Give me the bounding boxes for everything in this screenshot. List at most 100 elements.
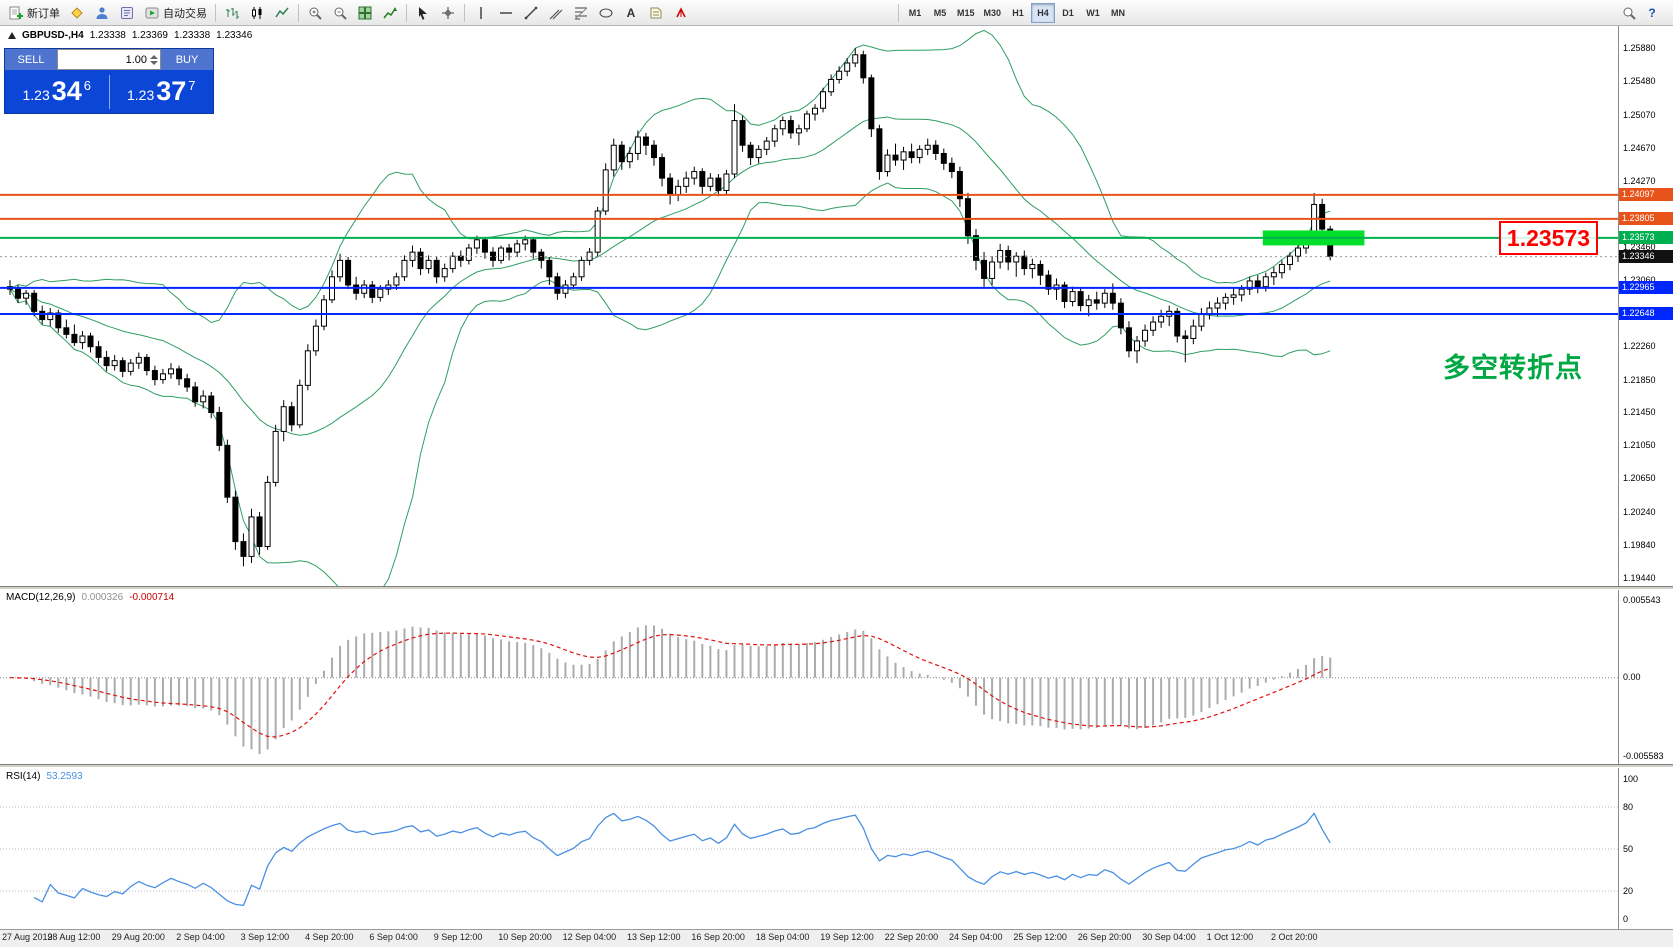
ohlc-high: 1.23369: [131, 30, 168, 41]
new-order-label: 新订单: [27, 7, 60, 20]
macd-signal-line: [9, 632, 1331, 738]
timeframe-d1[interactable]: D1: [1056, 3, 1080, 23]
rsi-axis-tick: 20: [1623, 886, 1634, 896]
time-axis-label: 26 Sep 20:00: [1077, 932, 1132, 942]
bar-chart-button[interactable]: [220, 2, 244, 24]
metaeditor-button[interactable]: [115, 2, 139, 24]
new-order-button[interactable]: 新订单: [4, 2, 64, 24]
zoom-out-button[interactable]: [328, 2, 352, 24]
search-icon: [1623, 7, 1636, 20]
time-axis-label: 18 Sep 04:00: [755, 932, 810, 942]
zoom-in-button[interactable]: [303, 2, 327, 24]
text-label-icon: [650, 7, 662, 18]
time-axis-label: 10 Sep 20:00: [498, 932, 552, 942]
profiles-button[interactable]: [90, 2, 114, 24]
main-pane[interactable]: [0, 29, 1618, 596]
trendline-button[interactable]: [519, 2, 543, 24]
sell-price[interactable]: 1.23 34 6: [5, 78, 109, 105]
pane-separator-rsi[interactable]: [0, 764, 1673, 768]
rsi-pane[interactable]: [0, 806, 1618, 907]
text-label-button[interactable]: [644, 2, 668, 24]
time-axis-label: 9 Sep 12:00: [433, 932, 483, 942]
new-order-icon: [9, 6, 23, 19]
macd-axis-tick: 0.00: [1623, 672, 1641, 682]
timeframe-m1[interactable]: M1: [903, 3, 927, 23]
price-axis-tick: 1.19840: [1623, 539, 1656, 550]
chart-symbol-icon: [8, 32, 16, 39]
trade-panel-divider: [108, 74, 110, 109]
time-axis-label: 16 Sep 20:00: [691, 932, 745, 942]
bollinger-middle: [9, 116, 1331, 436]
indicators-button[interactable]: [378, 2, 402, 24]
price-axis-tick: 1.23060: [1623, 275, 1656, 286]
macd-pane[interactable]: [0, 625, 1618, 754]
horizontal-line-button[interactable]: [494, 2, 518, 24]
candlestick-button[interactable]: [245, 2, 269, 24]
volume-box[interactable]: 1.00: [57, 49, 161, 70]
search-button[interactable]: [1617, 2, 1641, 24]
price-badge-1.22648: 1.22648: [1619, 307, 1673, 321]
cursor-icon: [419, 6, 427, 20]
time-axis-label: 19 Sep 12:00: [820, 932, 874, 942]
cursor-button[interactable]: [411, 2, 435, 24]
bar-chart-icon: [226, 7, 239, 19]
time-axis-label: 22 Sep 20:00: [884, 932, 939, 942]
time-axis-label: 1 Oct 12:00: [1206, 932, 1254, 942]
arrow-objects-button[interactable]: [669, 2, 693, 24]
toolbar-separator: [898, 3, 899, 22]
bollinger-lower: [9, 182, 1331, 586]
sell-button[interactable]: SELL: [5, 49, 57, 70]
tile-windows-button[interactable]: [353, 2, 377, 24]
price-badge-1.23805: 1.23805: [1619, 212, 1673, 226]
volume-spinner[interactable]: [150, 54, 158, 65]
toolbar-separator: [215, 3, 216, 22]
price-axis-tick: 1.20650: [1623, 473, 1656, 484]
price-axis-tick: 1.21050: [1623, 440, 1656, 451]
price-badge-1.24097: 1.24097: [1619, 188, 1673, 202]
volume-input[interactable]: 1.00: [125, 53, 147, 66]
channel-button[interactable]: [544, 2, 568, 24]
line-chart-button[interactable]: [270, 2, 294, 24]
new-chart-button[interactable]: [65, 2, 89, 24]
crosshair-button[interactable]: [436, 2, 460, 24]
macd-histogram: [17, 625, 1332, 754]
timeframe-group: M1 M5 M15 M30 H1 H4 D1 W1 MN: [903, 2, 1130, 23]
fibonacci-icon: [574, 7, 588, 19]
symbol-info: GBPUSD-,H4 1.23338 1.23369 1.23338 1.233…: [8, 30, 252, 41]
autotrading-button[interactable]: 自动交易: [140, 2, 211, 24]
autotrading-label: 自动交易: [163, 7, 207, 20]
volume-down-icon[interactable]: [150, 60, 158, 65]
timeframe-m5[interactable]: M5: [928, 3, 952, 23]
sell-price-big-figure: 1.23: [22, 87, 50, 103]
text-tool-button[interactable]: A: [619, 2, 643, 24]
price-axis-tick: 1.20240: [1623, 506, 1656, 517]
price-badge-1.22965: 1.22965: [1619, 281, 1673, 295]
time-axis-label: 27 Aug 2019: [2, 932, 53, 942]
timeframe-m15[interactable]: M15: [953, 3, 979, 23]
buy-button[interactable]: BUY: [161, 49, 213, 70]
macd-label: MACD(12,26,9) 0.000326 -0.000714: [6, 592, 174, 603]
price-axis-tick: 1.21450: [1623, 407, 1656, 418]
timeframe-mn[interactable]: MN: [1106, 3, 1130, 23]
symbol-title: GBPUSD-,H4: [22, 30, 84, 41]
timeframe-h1[interactable]: H1: [1006, 3, 1030, 23]
fibonacci-button[interactable]: [569, 2, 593, 24]
time-axis[interactable]: [0, 929, 1673, 947]
zoom-in-icon: [309, 7, 322, 20]
timeframe-h4[interactable]: H4: [1031, 2, 1056, 23]
volume-up-icon[interactable]: [150, 54, 158, 59]
ohlc-open: 1.23338: [89, 30, 126, 41]
shapes-button[interactable]: [594, 2, 618, 24]
vertical-line-button[interactable]: [469, 2, 493, 24]
tile-windows-icon: [358, 6, 372, 19]
help-button[interactable]: ?: [1641, 2, 1663, 24]
indicators-icon: [383, 6, 397, 18]
timeframe-m30[interactable]: M30: [980, 3, 1006, 23]
trade-panel-prices: 1.23 34 6 1.23 37 7: [5, 70, 213, 113]
pane-separator-macd[interactable]: [0, 586, 1673, 590]
price-axis-tick: 1.21850: [1623, 374, 1656, 385]
time-axis-label: 13 Sep 12:00: [627, 932, 681, 942]
timeframe-w1[interactable]: W1: [1081, 3, 1105, 23]
buy-price[interactable]: 1.23 37 7: [110, 78, 214, 105]
